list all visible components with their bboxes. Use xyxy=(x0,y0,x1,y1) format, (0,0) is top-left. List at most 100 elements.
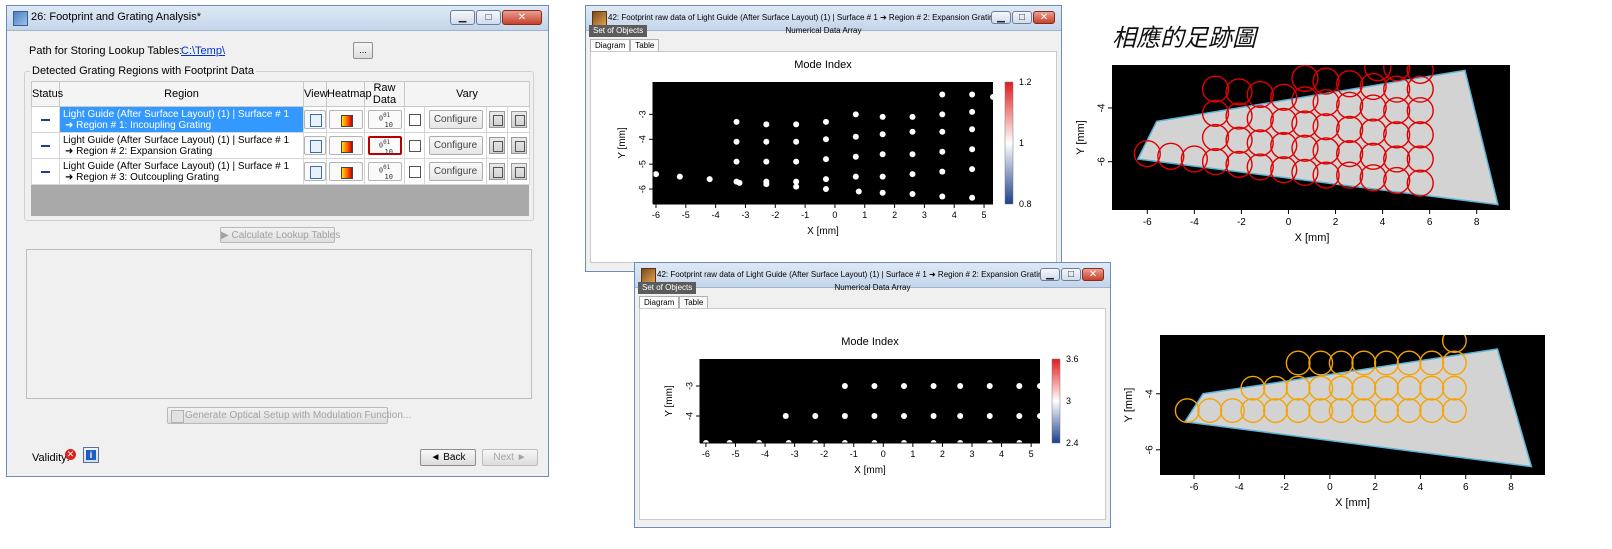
col-status[interactable]: Status xyxy=(31,81,63,107)
configure-button[interactable]: Configure xyxy=(428,110,483,129)
configure-button[interactable]: Configure xyxy=(428,162,483,181)
footprint-circle xyxy=(1201,99,1230,127)
vary-checkbox[interactable] xyxy=(408,165,421,178)
footprint-circle xyxy=(1383,97,1411,125)
colorbar-tick-label: 2.4 xyxy=(1066,438,1079,448)
data-point xyxy=(969,91,976,98)
tool-cell-2 xyxy=(507,106,530,133)
minimize-button[interactable]: ▁ xyxy=(450,10,475,25)
raw-data-button[interactable]: 001 10 xyxy=(367,162,402,182)
data-point xyxy=(879,173,886,180)
table-row[interactable]: Light Guide (After Surface Layout) (1) |… xyxy=(31,132,530,159)
x-tick-label: 0 xyxy=(832,210,837,220)
vary-checkbox[interactable] xyxy=(408,139,421,152)
info-icon: i xyxy=(86,450,96,460)
raw2-tab-numerical[interactable]: Numerical Data Array xyxy=(834,283,911,292)
footprint-circle xyxy=(1246,105,1274,133)
col-heatmap[interactable]: Heatmap xyxy=(326,81,372,107)
footprint-circle xyxy=(1270,131,1298,160)
raw-data-icon: 001 10 xyxy=(376,165,393,182)
colorbar-tick-label: 1 xyxy=(1019,138,1024,148)
validity-label: Validity: xyxy=(32,452,70,464)
raw2-maximize-button[interactable]: □ xyxy=(1061,268,1081,281)
log-output-area xyxy=(26,249,532,399)
next-button[interactable]: Next ► xyxy=(482,449,538,466)
footprint-circle xyxy=(1383,145,1411,173)
raw2-tab-set-of-objects[interactable]: Set of Objects xyxy=(638,282,697,294)
path-link[interactable]: C:\Temp\ xyxy=(181,45,226,57)
x-tick-label: 2 xyxy=(892,210,897,220)
data-point xyxy=(939,193,946,200)
table-row[interactable]: Light Guide (After Surface Layout) (1) |… xyxy=(31,158,530,185)
footprint-circle xyxy=(1328,350,1354,376)
footprint-circle xyxy=(1201,148,1230,176)
raw2-minimize-button[interactable]: ▁ xyxy=(1040,268,1060,281)
col-region[interactable]: Region xyxy=(59,81,304,107)
footprint-circle xyxy=(1359,118,1387,146)
mode-index-plot-1[interactable]: Mode Index -6 -5 -4 -3 -2 -1 0 1 2 3 4 5 -3 -4 -5 -6 X [m… xyxy=(591,52,1056,262)
col-raw-data[interactable]: Raw Data xyxy=(364,81,405,107)
raw1-tab-set-of-objects[interactable]: Set of Objects xyxy=(589,25,648,37)
footprint-circle xyxy=(1373,375,1399,401)
x-tick-label: 2 xyxy=(1372,482,1378,493)
report-icon[interactable] xyxy=(510,111,527,128)
data-point xyxy=(939,148,946,155)
status-cell xyxy=(31,158,60,185)
report-icon[interactable] xyxy=(510,163,527,180)
raw2-subtab-table[interactable]: Table xyxy=(679,296,709,308)
data-point xyxy=(986,413,993,419)
vary-checkbox[interactable] xyxy=(408,113,421,126)
view-button[interactable] xyxy=(304,110,326,129)
browse-path-button[interactable]: ... xyxy=(353,42,373,59)
footprint-circle xyxy=(1201,75,1230,103)
raw2-subtab-diagram[interactable]: Diagram xyxy=(639,296,680,308)
view-button[interactable] xyxy=(304,136,326,155)
info-button[interactable]: i xyxy=(83,447,99,463)
region-cell[interactable]: Light Guide (After Surface Layout) (1) |… xyxy=(59,106,304,133)
data-point xyxy=(812,413,819,419)
parameter-run-icon[interactable] xyxy=(489,163,505,180)
data-point xyxy=(871,383,878,389)
configure-button[interactable]: Configure xyxy=(428,136,483,155)
raw1-maximize-button[interactable]: □ xyxy=(1012,11,1032,24)
heatmap-button[interactable] xyxy=(328,162,363,181)
raw1-tab-numerical[interactable]: Numerical Data Array xyxy=(785,26,862,35)
x-tick-label: -5 xyxy=(731,449,739,459)
heatmap-button[interactable] xyxy=(328,110,363,129)
generate-optical-setup-button[interactable]: Generate Optical Setup with Modulation F… xyxy=(167,407,411,424)
x-tick-label: 4 xyxy=(1380,217,1386,228)
maximize-button[interactable]: □ xyxy=(476,10,501,25)
plot-title: Mode Index xyxy=(794,59,852,71)
calculate-lookup-tables-button[interactable]: ▶ Calculate Lookup Tables xyxy=(220,227,340,243)
play-icon: ▶ xyxy=(221,230,232,241)
raw1-subtab-table[interactable]: Table xyxy=(630,39,660,51)
parameter-run-icon[interactable] xyxy=(489,137,505,154)
footprint-circles xyxy=(1133,65,1434,197)
region-cell[interactable]: Light Guide (After Surface Layout) (1) |… xyxy=(59,158,304,185)
table-row[interactable]: Light Guide (After Surface Layout) (1) |… xyxy=(31,106,530,133)
x-tick-label: 6 xyxy=(1463,482,1469,493)
data-point xyxy=(793,158,800,165)
report-icon[interactable] xyxy=(510,137,527,154)
mode-index-plot-2[interactable]: Mode Index -6 -5 -4 -3 -2 -1 0 1 2 3 4 5 -3 -4 X [mm] Y … xyxy=(640,309,1105,519)
raw-data-cell: 001 10 xyxy=(364,132,405,159)
path-label: Path for Storing Lookup Tables: xyxy=(29,45,183,57)
view-button[interactable] xyxy=(304,162,326,181)
raw-data-button[interactable]: 001 10 xyxy=(367,136,402,156)
raw1-minimize-button[interactable]: ▁ xyxy=(991,11,1011,24)
close-button[interactable]: ✕ xyxy=(502,10,542,25)
back-button[interactable]: ◄ Back xyxy=(420,449,476,466)
col-vary[interactable]: Vary xyxy=(404,81,530,107)
region-cell[interactable]: Light Guide (After Surface Layout) (1) |… xyxy=(59,132,304,159)
raw-data-button[interactable]: 001 10 xyxy=(367,110,402,129)
raw1-subtab-diagram[interactable]: Diagram xyxy=(590,39,631,51)
y-axis-label: Y [mm] xyxy=(1123,388,1135,423)
heatmap-button[interactable] xyxy=(328,136,363,155)
col-view[interactable]: View xyxy=(303,81,328,107)
data-point xyxy=(879,113,886,120)
parameter-run-icon[interactable] xyxy=(489,111,505,128)
raw2-close-button[interactable]: ✕ xyxy=(1082,268,1104,281)
region-line-1: Light Guide (After Surface Layout) (1) |… xyxy=(63,108,290,120)
raw1-close-button[interactable]: ✕ xyxy=(1033,11,1055,24)
footprint-circle xyxy=(1406,65,1434,85)
